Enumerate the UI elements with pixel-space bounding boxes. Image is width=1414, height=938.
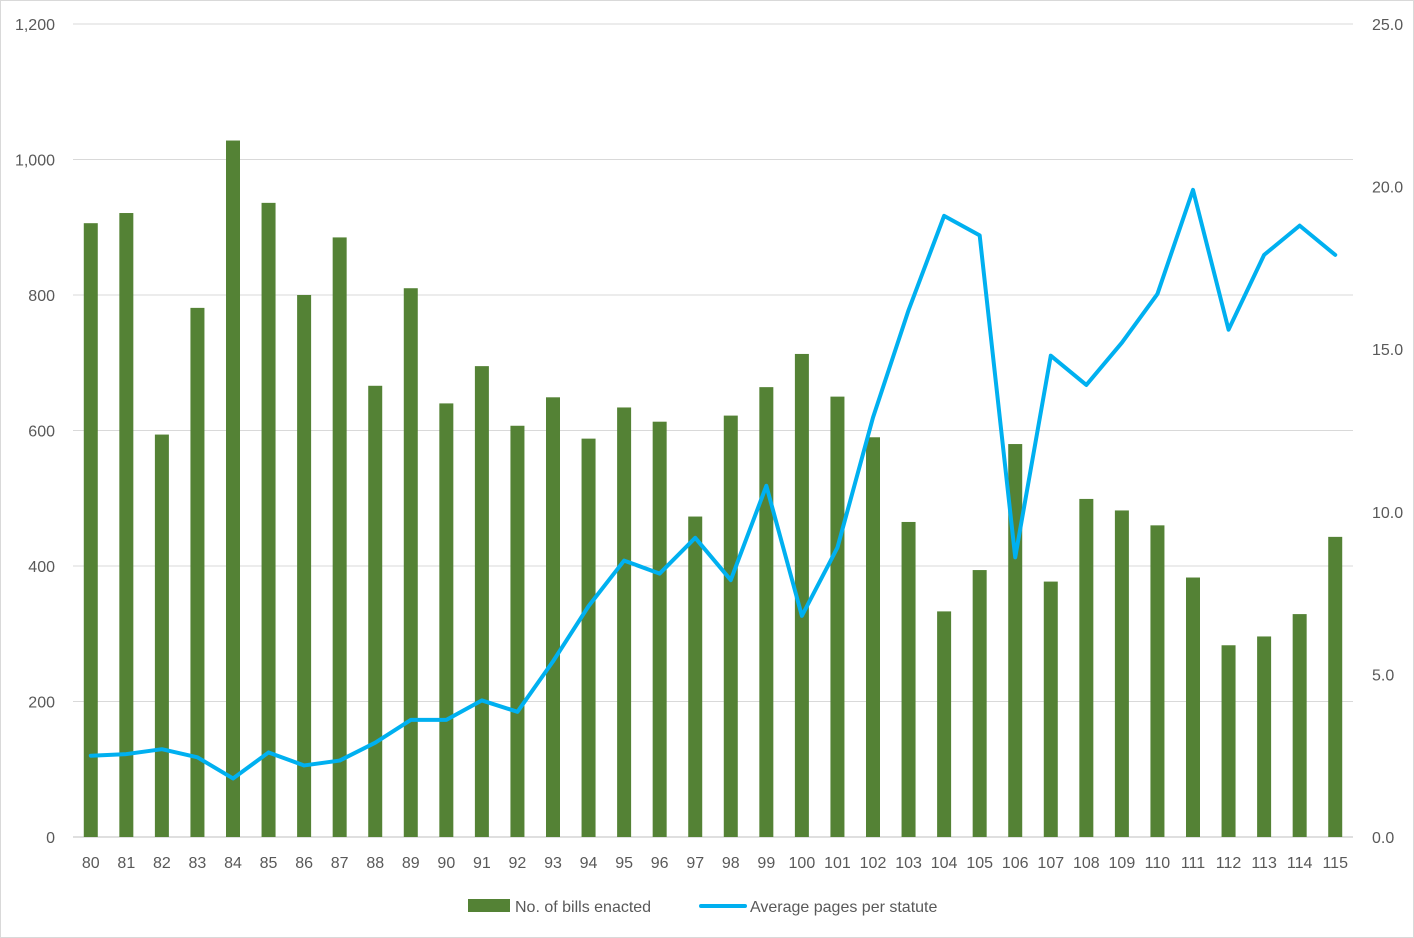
legend-label-line: Average pages per statute [750,899,937,916]
bar [119,213,134,837]
bar [759,387,774,837]
x-tick-label: 95 [615,855,633,872]
bar [226,140,240,837]
x-tick-label: 92 [509,855,527,872]
x-tick-label: 84 [224,855,242,872]
bar [1043,581,1058,837]
x-tick-label: 96 [651,855,669,872]
x-tick-label: 110 [1145,855,1171,872]
bar [830,396,845,837]
x-tick-label: 89 [402,855,420,872]
gridlines [73,23,1353,838]
x-tick-label: 101 [824,855,851,872]
y-left-tick-label: 800 [28,288,55,305]
x-tick-label: 81 [117,855,135,872]
y-right-tick-label: 25.0 [1372,17,1403,34]
x-tick-label: 105 [966,855,993,872]
bar [1257,636,1272,837]
bar [866,437,880,837]
x-tick-label: 87 [331,855,349,872]
x-tick-label: 107 [1037,855,1064,872]
bar [474,366,489,837]
axes: 0 200 400 600 800 1,000 1,200 0.0 5.0 10.0 15.0 20.… [15,17,1403,872]
y-left-tick-label: 1,200 [15,17,55,34]
bar [439,403,454,837]
x-tick-label: 108 [1073,855,1100,872]
bar [972,570,987,837]
bar [794,353,809,837]
x-tick-label: 83 [189,855,207,872]
y-right-tick-label: 20.0 [1372,180,1403,197]
bar [937,611,952,837]
line-series [88,187,1338,781]
x-tick-label: 111 [1181,855,1205,872]
bar [652,421,667,837]
line-path [88,187,1338,781]
y-right-tick-label: 15.0 [1372,342,1403,359]
x-tick-label: 80 [82,855,100,872]
bar [403,288,418,838]
x-tick-label: 100 [789,855,816,872]
bar [546,397,560,837]
bar [510,425,525,837]
y-right-tick-label: 10.0 [1372,505,1403,522]
bar [581,438,596,837]
x-tick-label: 85 [260,855,278,872]
x-tick-label: 109 [1109,855,1136,872]
bar [617,407,632,837]
y-left-tick-label: 1,000 [15,153,55,170]
x-tick-label: 106 [1002,855,1029,872]
x-tick-label: 94 [580,855,598,872]
x-tick-label: 91 [473,855,491,872]
legend: No. of bills enacted Average pages per s… [468,899,937,916]
x-tick-label: 97 [686,855,704,872]
bar [1079,498,1094,837]
bar [1186,577,1200,837]
x-tick-label: 93 [544,855,562,872]
bar [368,385,383,837]
bar [1292,614,1307,837]
bar [190,307,205,837]
bar [261,202,276,838]
y-left-tick-label: 200 [28,695,55,712]
bar [901,521,916,837]
y-right-tick-label: 5.0 [1372,667,1394,684]
x-tick-label: 115 [1322,855,1348,872]
x-tick-label: 98 [722,855,740,872]
bar [332,237,347,838]
bar [1328,536,1343,837]
x-tick-label: 112 [1216,855,1242,872]
bar [154,434,169,837]
x-tick-label: 99 [757,855,775,872]
x-tick-label: 82 [153,855,171,872]
bar [688,516,703,837]
x-tick-label: 90 [437,855,455,872]
y-left-tick-label: 600 [28,424,55,441]
y-right-tick-label: 0.0 [1372,830,1394,847]
y-left-tick-label: 0 [46,830,55,847]
legend-label-bars: No. of bills enacted [515,899,651,916]
x-tick-label: 88 [366,855,384,872]
legend-swatch-bars [468,899,510,912]
bar [83,223,98,837]
y-left-tick-label: 400 [28,559,55,576]
x-tick-label: 86 [295,855,313,872]
x-tick-label: 104 [931,855,958,872]
x-tick-label: 102 [860,855,887,872]
bar [1114,510,1129,837]
bar [1221,645,1236,837]
bar-series [83,140,1343,838]
x-tick-label: 103 [895,855,922,872]
bar [297,295,312,837]
bar [723,415,738,837]
x-tick-label: 114 [1287,855,1313,872]
bar [1150,525,1165,837]
x-tick-label: 113 [1251,855,1277,872]
